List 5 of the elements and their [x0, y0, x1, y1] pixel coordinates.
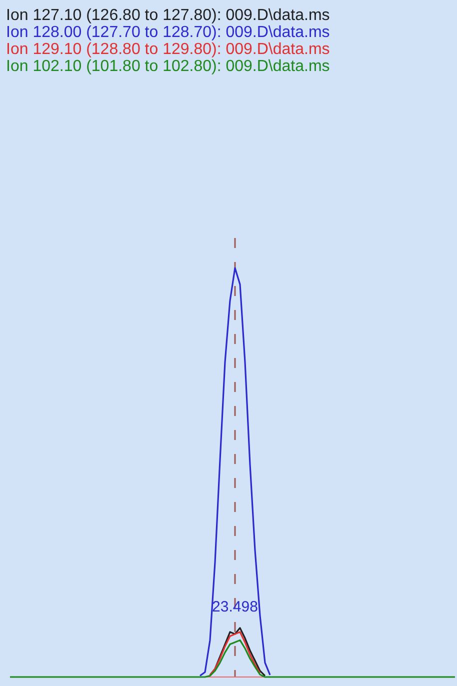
- annotation: 23.498: [212, 598, 258, 616]
- text: Ion 128.00 (127.70 to 128.70): 009.D\data.ms: [6, 24, 330, 41]
- text: Ion 127.10 (126.80 to 127.80): 009.D\data.ms: [6, 7, 330, 24]
- text: Ion 102.10 (101.80 to 102.80): 009.D\data.ms: [6, 58, 330, 75]
- text: Ion 129.10 (128.80 to 129.80): 009.D\data.ms: [6, 41, 330, 58]
